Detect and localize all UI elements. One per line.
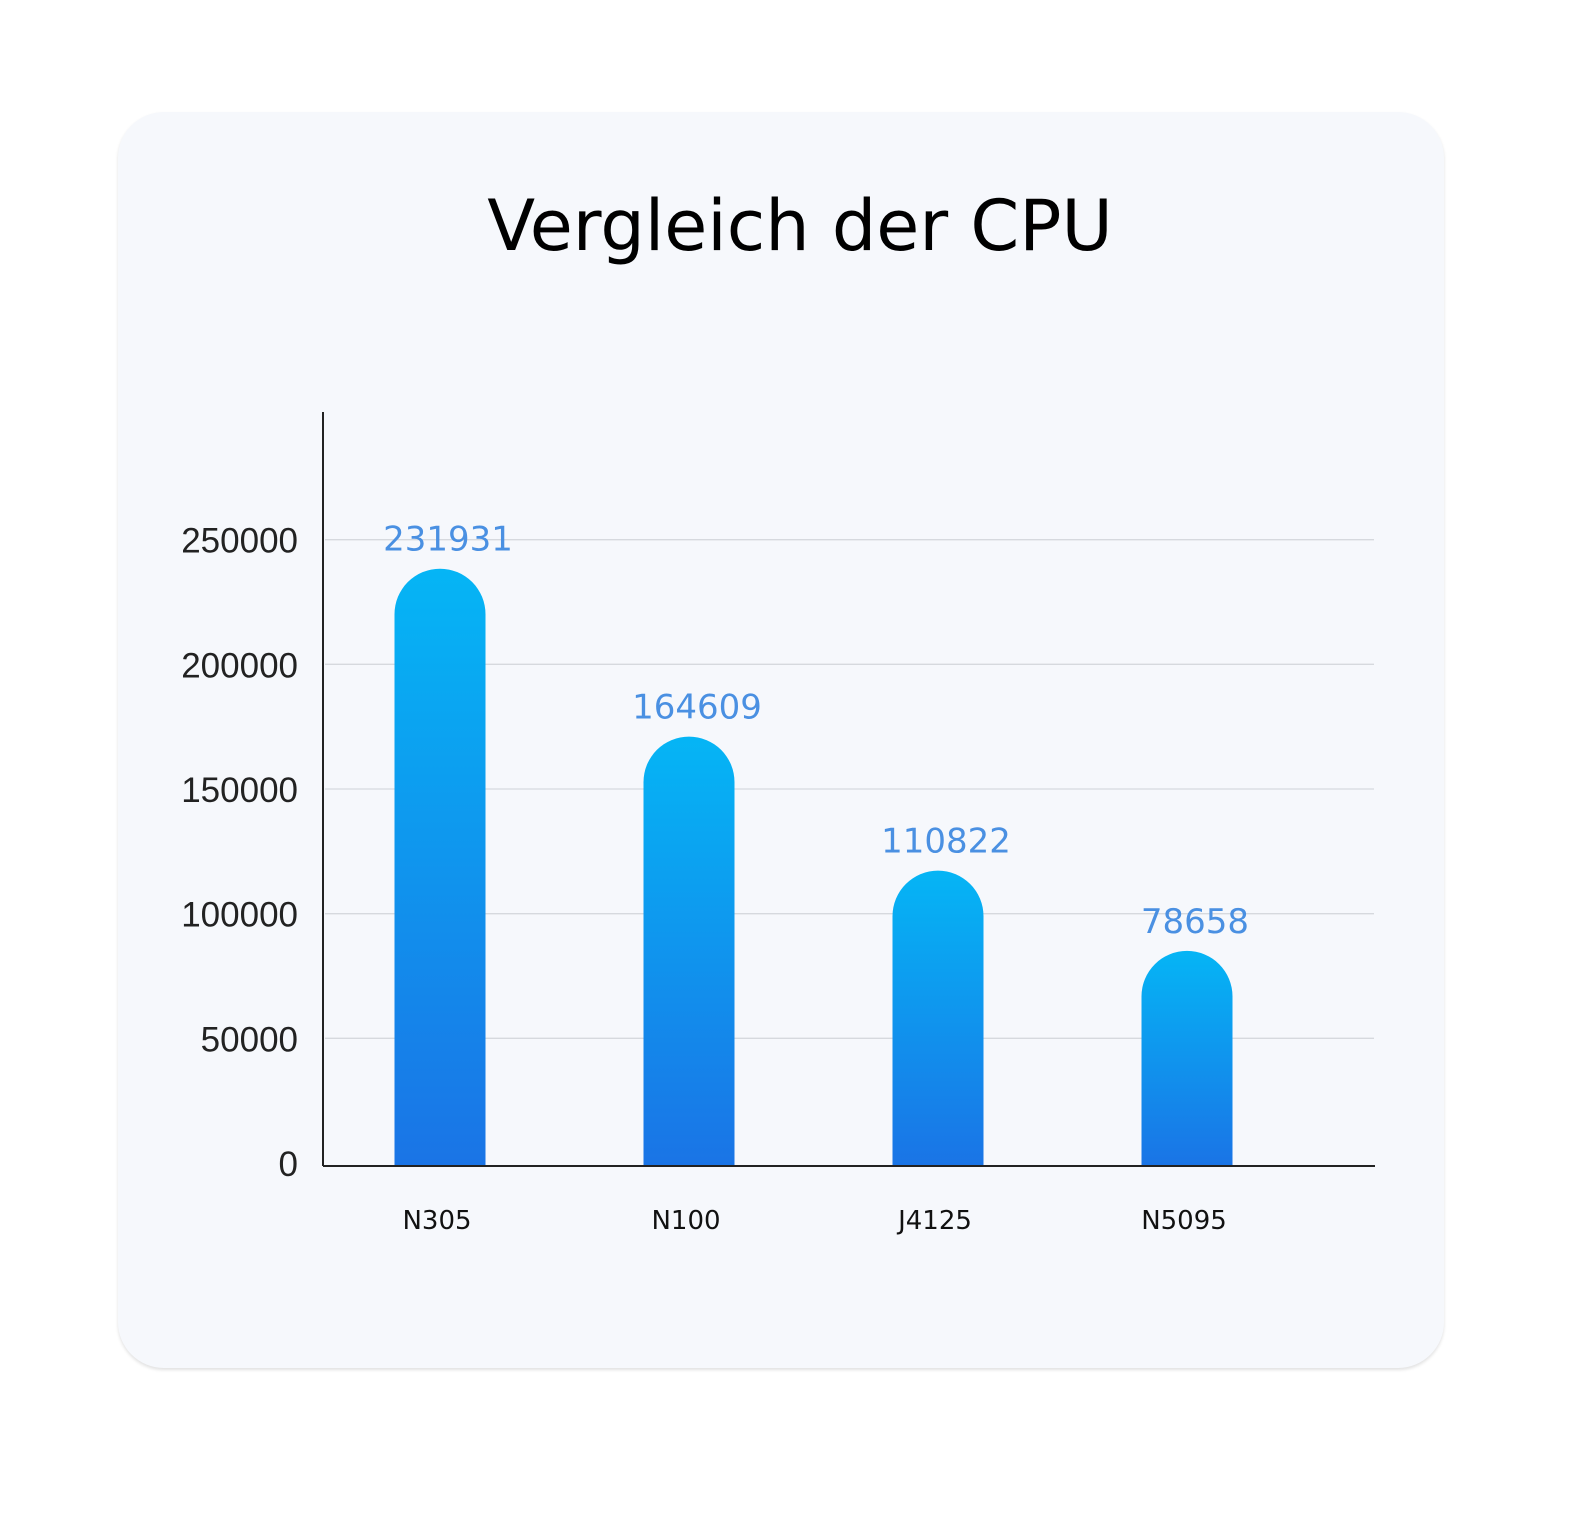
bar-n5095 — [1141, 950, 1233, 1166]
x-tick-label: J4125 — [896, 1206, 972, 1236]
data-label: 78658 — [1141, 902, 1249, 942]
y-tick-label: 200000 — [181, 646, 298, 685]
x-tick-label: N305 — [402, 1206, 471, 1236]
chart-title: Vergleich der CPU — [487, 185, 1113, 267]
data-label: 110822 — [881, 822, 1011, 862]
data-label: 231931 — [383, 520, 513, 560]
y-tick-label: 150000 — [181, 771, 298, 810]
data-label: 164609 — [632, 688, 762, 728]
bar-j4125 — [892, 870, 984, 1166]
bar-n305 — [394, 568, 486, 1166]
y-tick-label: 0 — [279, 1145, 298, 1184]
bar-n100 — [643, 736, 735, 1166]
y-tick-label: 50000 — [201, 1020, 298, 1059]
y-tick-label: 250000 — [181, 522, 298, 561]
x-tick-label: N100 — [651, 1206, 720, 1236]
y-tick-label: 100000 — [181, 896, 298, 935]
x-tick-label: N5095 — [1141, 1206, 1227, 1236]
